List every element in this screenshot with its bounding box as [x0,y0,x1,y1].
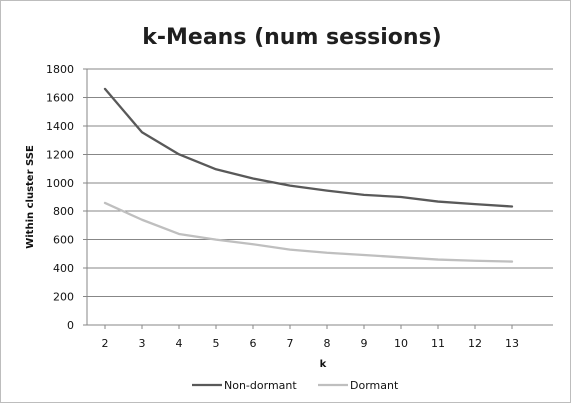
ticks-layer: 0 200 400 600 800 1000 1200 1400 1600 1800 2 3 4 5 6 7 8… [46,63,519,350]
y-tick-label-1200: 1200 [46,148,74,161]
x-tick-label-12: 12 [468,337,482,350]
x-tick-label-3: 3 [139,337,146,350]
x-tick-label-7: 7 [287,337,294,350]
x-tick-label-9: 9 [361,337,368,350]
x-tick-label-13: 13 [505,337,519,350]
y-tick-label-800: 800 [53,205,74,218]
legend-label-dormant: Dormant [350,379,399,392]
y-tick-label-1400: 1400 [46,120,74,133]
x-tick-label-10: 10 [394,337,408,350]
y-tick-label-1800: 1800 [46,63,74,76]
y-tick-label-0: 0 [67,319,74,332]
y-tick-label-1600: 1600 [46,91,74,104]
chart-title: k-Means (num sessions) [142,25,441,50]
x-tick-label-5: 5 [213,337,220,350]
x-tick-label-4: 4 [176,337,183,350]
series-line-non-dormant [103,87,514,208]
series-line-dormant [103,201,514,263]
y-tick-label-1000: 1000 [46,177,74,190]
y-tick-label-600: 600 [53,234,74,247]
y-axis-label: Within cluster SSE [25,145,36,249]
axes-layer [86,69,553,326]
x-axis-label: k [320,359,327,370]
legend-label-non-dormant: Non-dormant [224,379,297,392]
grid-layer [87,68,553,326]
legend: Non-dormant Dormant [192,379,399,392]
x-tick-label-11: 11 [431,337,445,350]
x-tick-label-2: 2 [102,337,109,350]
x-tick-label-8: 8 [324,337,331,350]
series-layer [103,87,514,263]
y-tick-label-400: 400 [53,262,74,275]
x-tick-label-6: 6 [250,337,257,350]
y-tick-label-200: 200 [53,291,74,304]
